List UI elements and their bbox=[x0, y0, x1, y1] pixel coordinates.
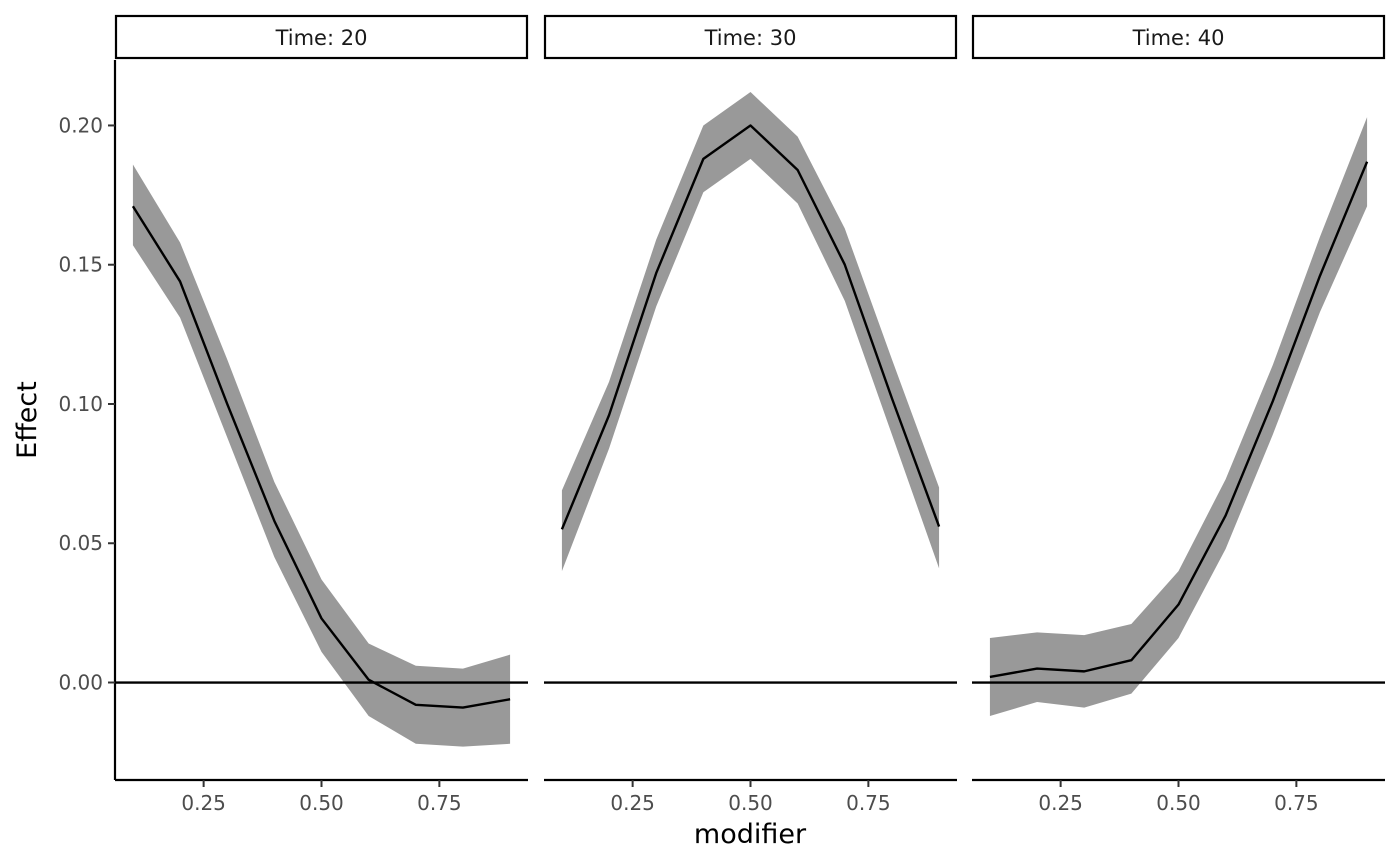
x-tick-label: 0.50 bbox=[299, 791, 344, 815]
panel-3: Time: 40 0.25 0.50 0.75 bbox=[971, 14, 1386, 815]
confidence-ribbon bbox=[561, 92, 940, 572]
panel-2: Time: 30 0.25 0.50 0.75 bbox=[543, 14, 958, 815]
x-tick-label: 0.25 bbox=[181, 791, 226, 815]
x-tick-label: 0.50 bbox=[728, 791, 773, 815]
confidence-ribbon bbox=[989, 117, 1368, 716]
effect-line bbox=[560, 124, 941, 530]
y-tick-label: 0.05 bbox=[58, 531, 103, 555]
effect-line bbox=[989, 161, 1369, 679]
facet-strip-box bbox=[971, 14, 1386, 60]
effect-line bbox=[131, 205, 511, 709]
y-tick-label: 0.15 bbox=[58, 253, 103, 277]
facet-strip-label: Time: 20 bbox=[275, 26, 368, 50]
x-tick-label: 0.25 bbox=[1038, 791, 1083, 815]
facet-strip-label: Time: 30 bbox=[704, 26, 797, 50]
y-axis-title: Effect bbox=[12, 381, 43, 459]
x-tick-label: 0.50 bbox=[1156, 791, 1201, 815]
panel-1: Time: 20 0.25 0.50 0.75 0.00 0.05 0.10 0.15 0.20 bbox=[58, 14, 529, 815]
y-tick-label: 0.20 bbox=[58, 113, 103, 137]
facet-strip-label: Time: 40 bbox=[1132, 26, 1225, 50]
y-tick-label: 0.00 bbox=[58, 671, 103, 695]
facet-strip-box bbox=[543, 14, 958, 60]
x-tick-label: 0.25 bbox=[610, 791, 655, 815]
facet-strip-box bbox=[114, 14, 529, 60]
confidence-ribbon bbox=[132, 164, 511, 747]
x-tick-label: 0.75 bbox=[1274, 791, 1319, 815]
x-tick-label: 0.75 bbox=[846, 791, 891, 815]
x-tick-label: 0.75 bbox=[417, 791, 462, 815]
x-axis-title: modifier bbox=[694, 819, 807, 850]
y-tick-label: 0.10 bbox=[58, 392, 103, 416]
